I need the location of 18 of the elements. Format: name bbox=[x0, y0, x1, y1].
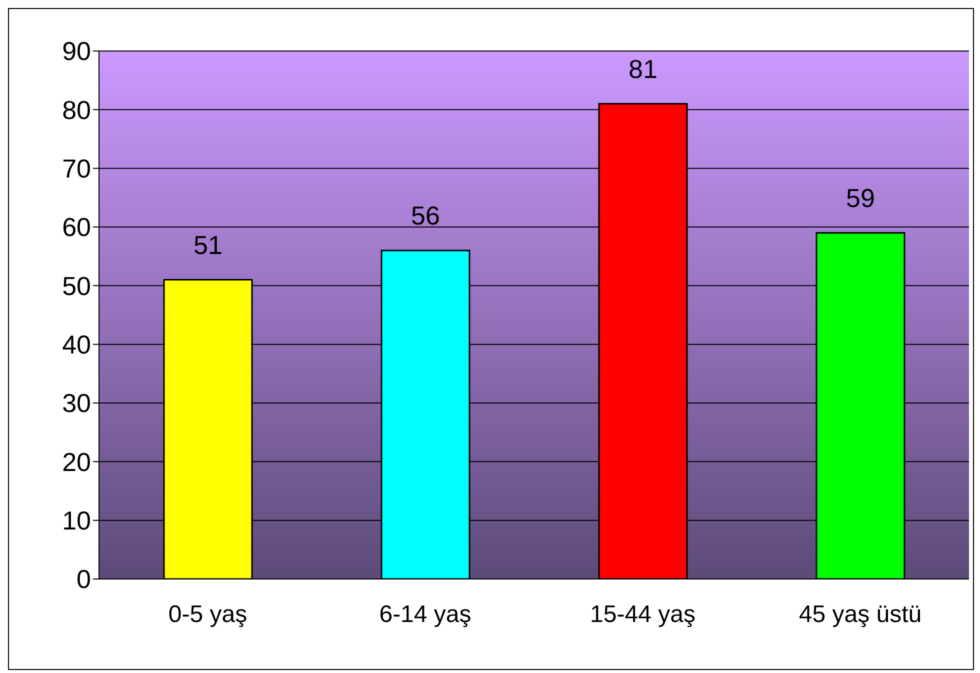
x-tick-label: 6-14 yaş bbox=[379, 601, 472, 628]
y-tick-label: 20 bbox=[62, 446, 91, 477]
y-tick-label: 90 bbox=[62, 36, 91, 66]
data-label: 59 bbox=[846, 182, 875, 213]
y-tick-label: 40 bbox=[62, 330, 91, 360]
y-tick-label: 60 bbox=[62, 212, 91, 242]
data-label: 56 bbox=[411, 200, 440, 230]
y-tick-label: 70 bbox=[62, 154, 91, 184]
data-label: 51 bbox=[194, 230, 222, 260]
x-tick-label: 15-44 yaş bbox=[590, 601, 696, 628]
x-tick-label: 0-5 yaş bbox=[168, 601, 248, 628]
x-tick-label: 45 yaş üstü bbox=[798, 601, 922, 628]
y-tick-label: 80 bbox=[62, 94, 91, 125]
y-tick-label: 10 bbox=[62, 506, 91, 536]
data-label: 81 bbox=[628, 54, 658, 84]
y-tick-label: 30 bbox=[62, 388, 91, 418]
y-tick-label: 0 bbox=[76, 564, 91, 594]
y-tick-label: 50 bbox=[62, 270, 91, 301]
